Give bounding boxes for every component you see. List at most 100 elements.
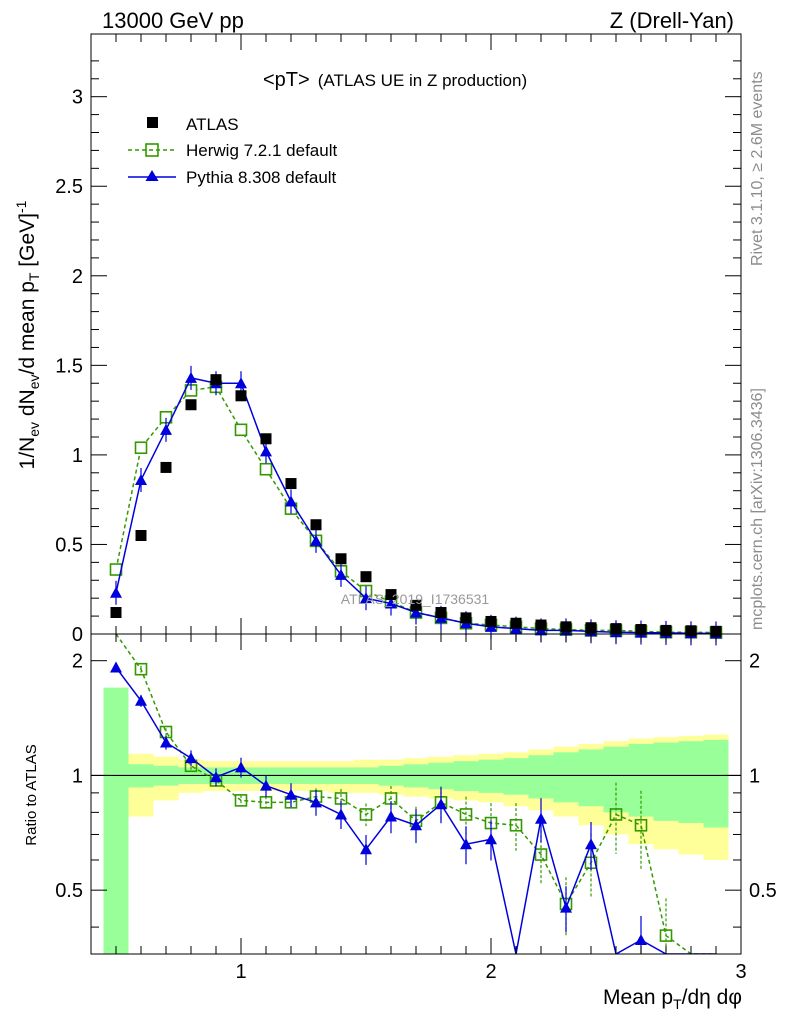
atlas-point: [460, 612, 472, 624]
ratio-band-inner: [478, 759, 504, 793]
ratio-ytick-label-right: 0.5: [749, 880, 777, 902]
plot-title-main: <pT>: [263, 69, 310, 91]
ratio-pythia-point: [160, 736, 172, 748]
atlas-point: [385, 589, 397, 601]
watermark: ATLAS_2019_I1736531: [341, 591, 490, 607]
pythia-point: [110, 586, 122, 598]
atlas-point: [485, 615, 497, 627]
atlas-point: [685, 625, 697, 637]
ratio-pythia-point: [110, 661, 122, 673]
ratio-herwig-point: [234, 794, 248, 807]
ratio-band-inner: [103, 687, 129, 954]
ratio-pythia-point: [385, 810, 397, 822]
main-panel: 0 0.5 1 1.5 2 2.5 3: [55, 33, 742, 646]
pythia-point: [410, 606, 422, 618]
main-ytick-label: 2: [72, 266, 83, 288]
ratio-band-inner: [578, 749, 604, 807]
ratio-pythia-point: [360, 843, 372, 855]
atlas-point: [560, 621, 572, 633]
atlas-point: [510, 617, 522, 629]
atlas-point: [410, 599, 422, 611]
legend: ATLAS Herwig 7.2.1 default Pythia 8.308 …: [128, 115, 337, 187]
ratio-band-inner: [628, 743, 654, 817]
ratio-herwig-point: [509, 818, 523, 832]
legend-atlas-marker: [147, 117, 158, 128]
ratio-band-inner: [553, 752, 579, 803]
pythia-point: [260, 445, 272, 457]
main-ytick-label: 2.5: [55, 176, 83, 198]
atlas-point: [360, 571, 372, 583]
ratio-ytick-label-right: 1: [749, 765, 760, 787]
ratio-band-inner: [703, 739, 729, 828]
atlas-point: [585, 622, 597, 634]
main-ytick-label: 3: [72, 87, 83, 109]
ratio-pythia-point: [485, 833, 497, 845]
header-left: 13000 GeV pp: [102, 8, 244, 33]
pythia-point: [310, 534, 322, 546]
ratio-band-inner: [503, 758, 529, 795]
atlas-point: [610, 623, 622, 635]
ratio-ytick-label-right: 2: [749, 651, 760, 673]
plot-title: <pT> (ATLAS UE in Z production): [263, 69, 527, 91]
ratio-pythia-point: [460, 838, 472, 850]
legend-atlas-label: ATLAS: [186, 115, 239, 134]
mcplots-label: mcplots.cern.ch [arXiv:1306.3436]: [749, 388, 766, 630]
herwig-point: [259, 462, 273, 476]
pythia-point: [235, 377, 247, 389]
pythia-point: [160, 423, 172, 435]
ratio-pythia-point: [235, 761, 247, 773]
ratio-herwig-point: [359, 808, 373, 821]
main-ytick-label: 0.5: [55, 534, 83, 556]
ratio-pythia-point: [585, 838, 597, 850]
ratio-ytick-label: 2: [72, 651, 83, 673]
atlas-point: [535, 619, 547, 631]
pythia-point: [335, 568, 347, 580]
ratio-ytick-label: 1: [72, 765, 83, 787]
plot-title-sub: (ATLAS UE in Z production): [318, 71, 527, 90]
ratio-herwig-point: [534, 848, 548, 861]
ratio-pythia-point: [185, 752, 197, 764]
ratio-pythia-point: [310, 796, 322, 808]
ratio-pythia-point: [560, 901, 572, 913]
ratio-herwig-point: [609, 808, 623, 821]
ratio-panel: 0.5 0.5 1 1 2 2 1 2 3: [55, 633, 777, 983]
main-ytick-label: 1: [72, 445, 83, 467]
ratio-band-inner: [528, 755, 554, 799]
atlas-point: [310, 519, 322, 531]
ratio-pythia-point: [285, 788, 297, 800]
ratio-herwig-point: [134, 662, 148, 676]
ratio-plot-area: [91, 634, 741, 954]
atlas-point: [160, 461, 172, 473]
ratio-herwig-point: [634, 818, 648, 832]
ratio-ytick-label: 0.5: [55, 880, 83, 902]
atlas-point: [235, 390, 247, 402]
main-ytick-label: 1.5: [55, 355, 83, 377]
pythia-point: [360, 592, 372, 604]
ratio-band-inner: [453, 761, 479, 792]
ratio-ylabel: Ratio to ATLAS: [23, 744, 40, 845]
ratio-xtick-label: 1: [235, 961, 246, 983]
ratio-pythia-point: [435, 798, 447, 810]
ratio-band-inner: [603, 746, 629, 813]
atlas-point: [210, 374, 222, 386]
atlas-point: [185, 399, 197, 411]
atlas-point: [335, 553, 347, 565]
header-right: Z (Drell-Yan): [610, 8, 734, 33]
herwig-point: [234, 423, 248, 437]
ratio-band-inner: [653, 742, 679, 821]
pythia-point: [135, 473, 147, 485]
legend-herwig-marker: [145, 143, 159, 157]
pythia-point: [185, 371, 197, 383]
legend-pythia-label: Pythia 8.308 default: [186, 168, 337, 187]
ratio-pythia-point: [535, 812, 547, 824]
ratio-band-inner: [678, 741, 704, 824]
ratio-pythia-point: [210, 771, 222, 783]
pythia-point: [285, 495, 297, 507]
atlas-point: [435, 607, 447, 619]
ratio-pythia-point: [260, 779, 272, 791]
ratio-pythia-point: [335, 808, 347, 820]
ratio-xtick-label: 2: [485, 961, 496, 983]
pythia-point: [385, 597, 397, 609]
atlas-point: [110, 607, 122, 619]
ratio-herwig-point: [459, 808, 473, 821]
